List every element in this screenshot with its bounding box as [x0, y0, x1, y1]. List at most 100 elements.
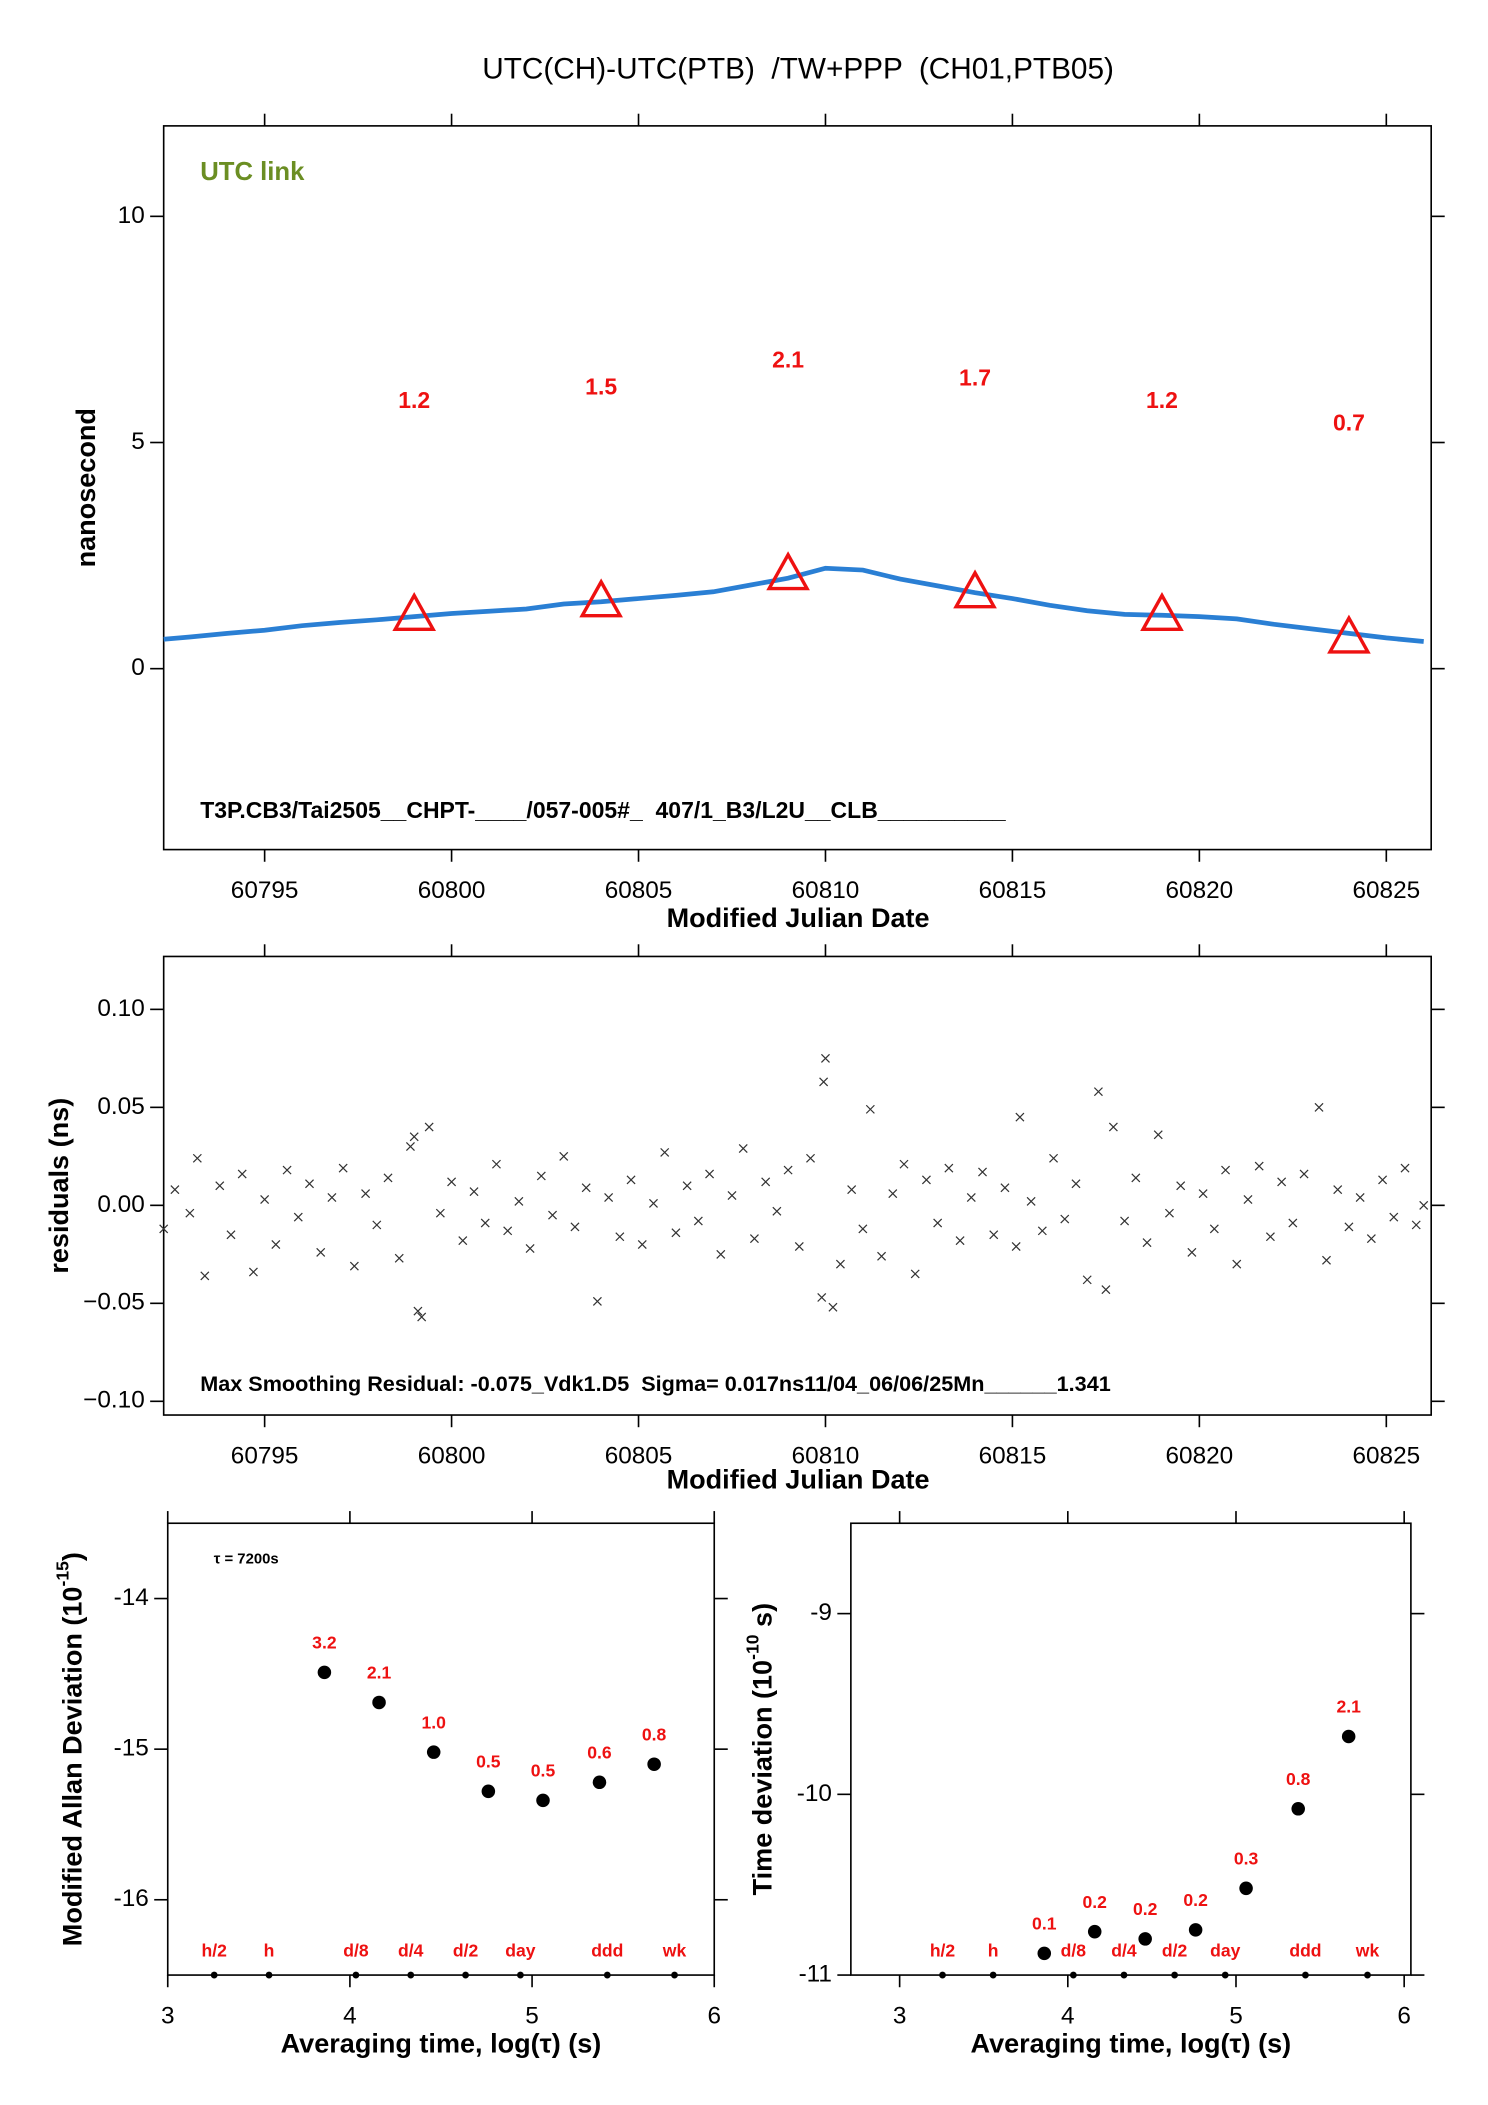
y-tick-label: −0.05	[83, 1289, 145, 1316]
point	[921, 1175, 931, 1185]
point-label: 0.2	[1183, 1890, 1208, 1910]
point	[316, 1247, 326, 1257]
x-tick-label: 60800	[418, 1442, 486, 1469]
point	[215, 1181, 225, 1191]
data-label: 1.5	[585, 374, 617, 400]
x-tick-label: 60810	[792, 1442, 860, 1469]
point	[447, 1177, 457, 1187]
annotation: τ = 7200s	[214, 1552, 279, 1568]
point	[1101, 1285, 1111, 1295]
point	[877, 1251, 887, 1261]
point	[282, 1165, 292, 1175]
y-axis-label: residuals (ns)	[44, 1098, 74, 1274]
y-axis-label: Time deviation (10-10 s)	[742, 1603, 777, 1895]
point	[458, 1236, 468, 1246]
tau-mark	[1364, 1971, 1371, 1979]
point	[1198, 1189, 1208, 1199]
point	[820, 1053, 830, 1063]
point	[1366, 1234, 1376, 1244]
tau-label: d/2	[453, 1941, 479, 1961]
tau-label: d/2	[1162, 1941, 1188, 1961]
point	[604, 1193, 614, 1202]
point	[648, 1198, 658, 1208]
point	[1389, 1212, 1399, 1222]
point	[727, 1191, 737, 1201]
point	[1333, 1185, 1343, 1195]
point	[1187, 1247, 1197, 1257]
point	[394, 1253, 404, 1263]
tau-mark	[462, 1971, 469, 1979]
point	[1131, 1173, 1141, 1183]
point	[1221, 1165, 1231, 1175]
point	[819, 1077, 829, 1087]
y-tick-label: -14	[114, 1584, 149, 1611]
point-label: 0.2	[1083, 1892, 1108, 1912]
point	[581, 1183, 591, 1193]
point	[626, 1175, 636, 1185]
point	[817, 1292, 827, 1302]
x-tick-label: 60815	[979, 877, 1047, 904]
point-label: 0.2	[1133, 1899, 1158, 1919]
tau-mark	[989, 1971, 997, 1979]
point	[1288, 1218, 1298, 1228]
point	[248, 1267, 258, 1277]
point	[1411, 1220, 1421, 1230]
point	[536, 1793, 550, 1808]
point	[1176, 1181, 1186, 1191]
tau-mark	[1171, 1971, 1178, 1979]
point	[1188, 1923, 1203, 1937]
point	[847, 1185, 857, 1195]
point	[1341, 1729, 1356, 1744]
point-label: 2.1	[367, 1663, 392, 1683]
x-tick-label: 4	[343, 2002, 357, 2029]
y-tick-label: -10	[797, 1780, 832, 1807]
x-tick-label: 60795	[231, 1442, 299, 1469]
plot-frame	[166, 1522, 716, 1976]
point	[481, 1784, 496, 1799]
x-tick-label: 6	[707, 2002, 721, 2029]
point	[615, 1232, 625, 1242]
y-tick-label: -9	[810, 1599, 832, 1626]
point	[1138, 1932, 1152, 1946]
tau-label: day	[505, 1941, 536, 1961]
y-axis-label-part: Modified Allan Deviation (10	[58, 1587, 88, 1947]
point	[548, 1210, 558, 1220]
point	[426, 1745, 441, 1759]
point	[1164, 1208, 1174, 1218]
point	[435, 1208, 445, 1218]
tau-mark	[210, 1971, 218, 1979]
tau-mark	[1069, 1971, 1077, 1979]
point	[1299, 1169, 1309, 1179]
point	[1277, 1177, 1287, 1187]
x-axis-label: Averaging time, log(τ) (s)	[281, 2029, 602, 2059]
point	[858, 1224, 868, 1234]
y-tick-label: -16	[114, 1885, 149, 1912]
point	[705, 1169, 715, 1179]
y-axis-label-part: s)	[747, 1603, 777, 1635]
y-tick-label: 10	[118, 202, 145, 229]
tau-mark	[603, 1971, 611, 1979]
point	[260, 1194, 270, 1204]
x-axis-label: Modified Julian Date	[667, 1464, 930, 1494]
point-label: 0.6	[587, 1743, 612, 1763]
tau-mark	[1120, 1971, 1128, 1979]
point	[405, 1142, 415, 1152]
triangle-marker	[1327, 614, 1371, 654]
point	[1037, 1946, 1052, 1961]
series-line	[163, 565, 1424, 644]
tau-mark	[939, 1971, 946, 1979]
point	[317, 1665, 332, 1680]
y-tick-label: -15	[114, 1735, 149, 1762]
y-tick-label: -11	[799, 1960, 832, 1987]
x-tick-label: 60805	[605, 1442, 673, 1469]
point	[1355, 1193, 1365, 1202]
point-label: 0.8	[642, 1724, 667, 1744]
x-tick-label: 60805	[605, 877, 673, 904]
tau-label: d/4	[398, 1941, 424, 1961]
point	[361, 1189, 371, 1199]
point-label: 0.8	[1286, 1769, 1311, 1789]
point	[794, 1242, 804, 1251]
point	[349, 1261, 359, 1271]
tau-label: h	[988, 1941, 999, 1961]
point	[828, 1302, 838, 1312]
